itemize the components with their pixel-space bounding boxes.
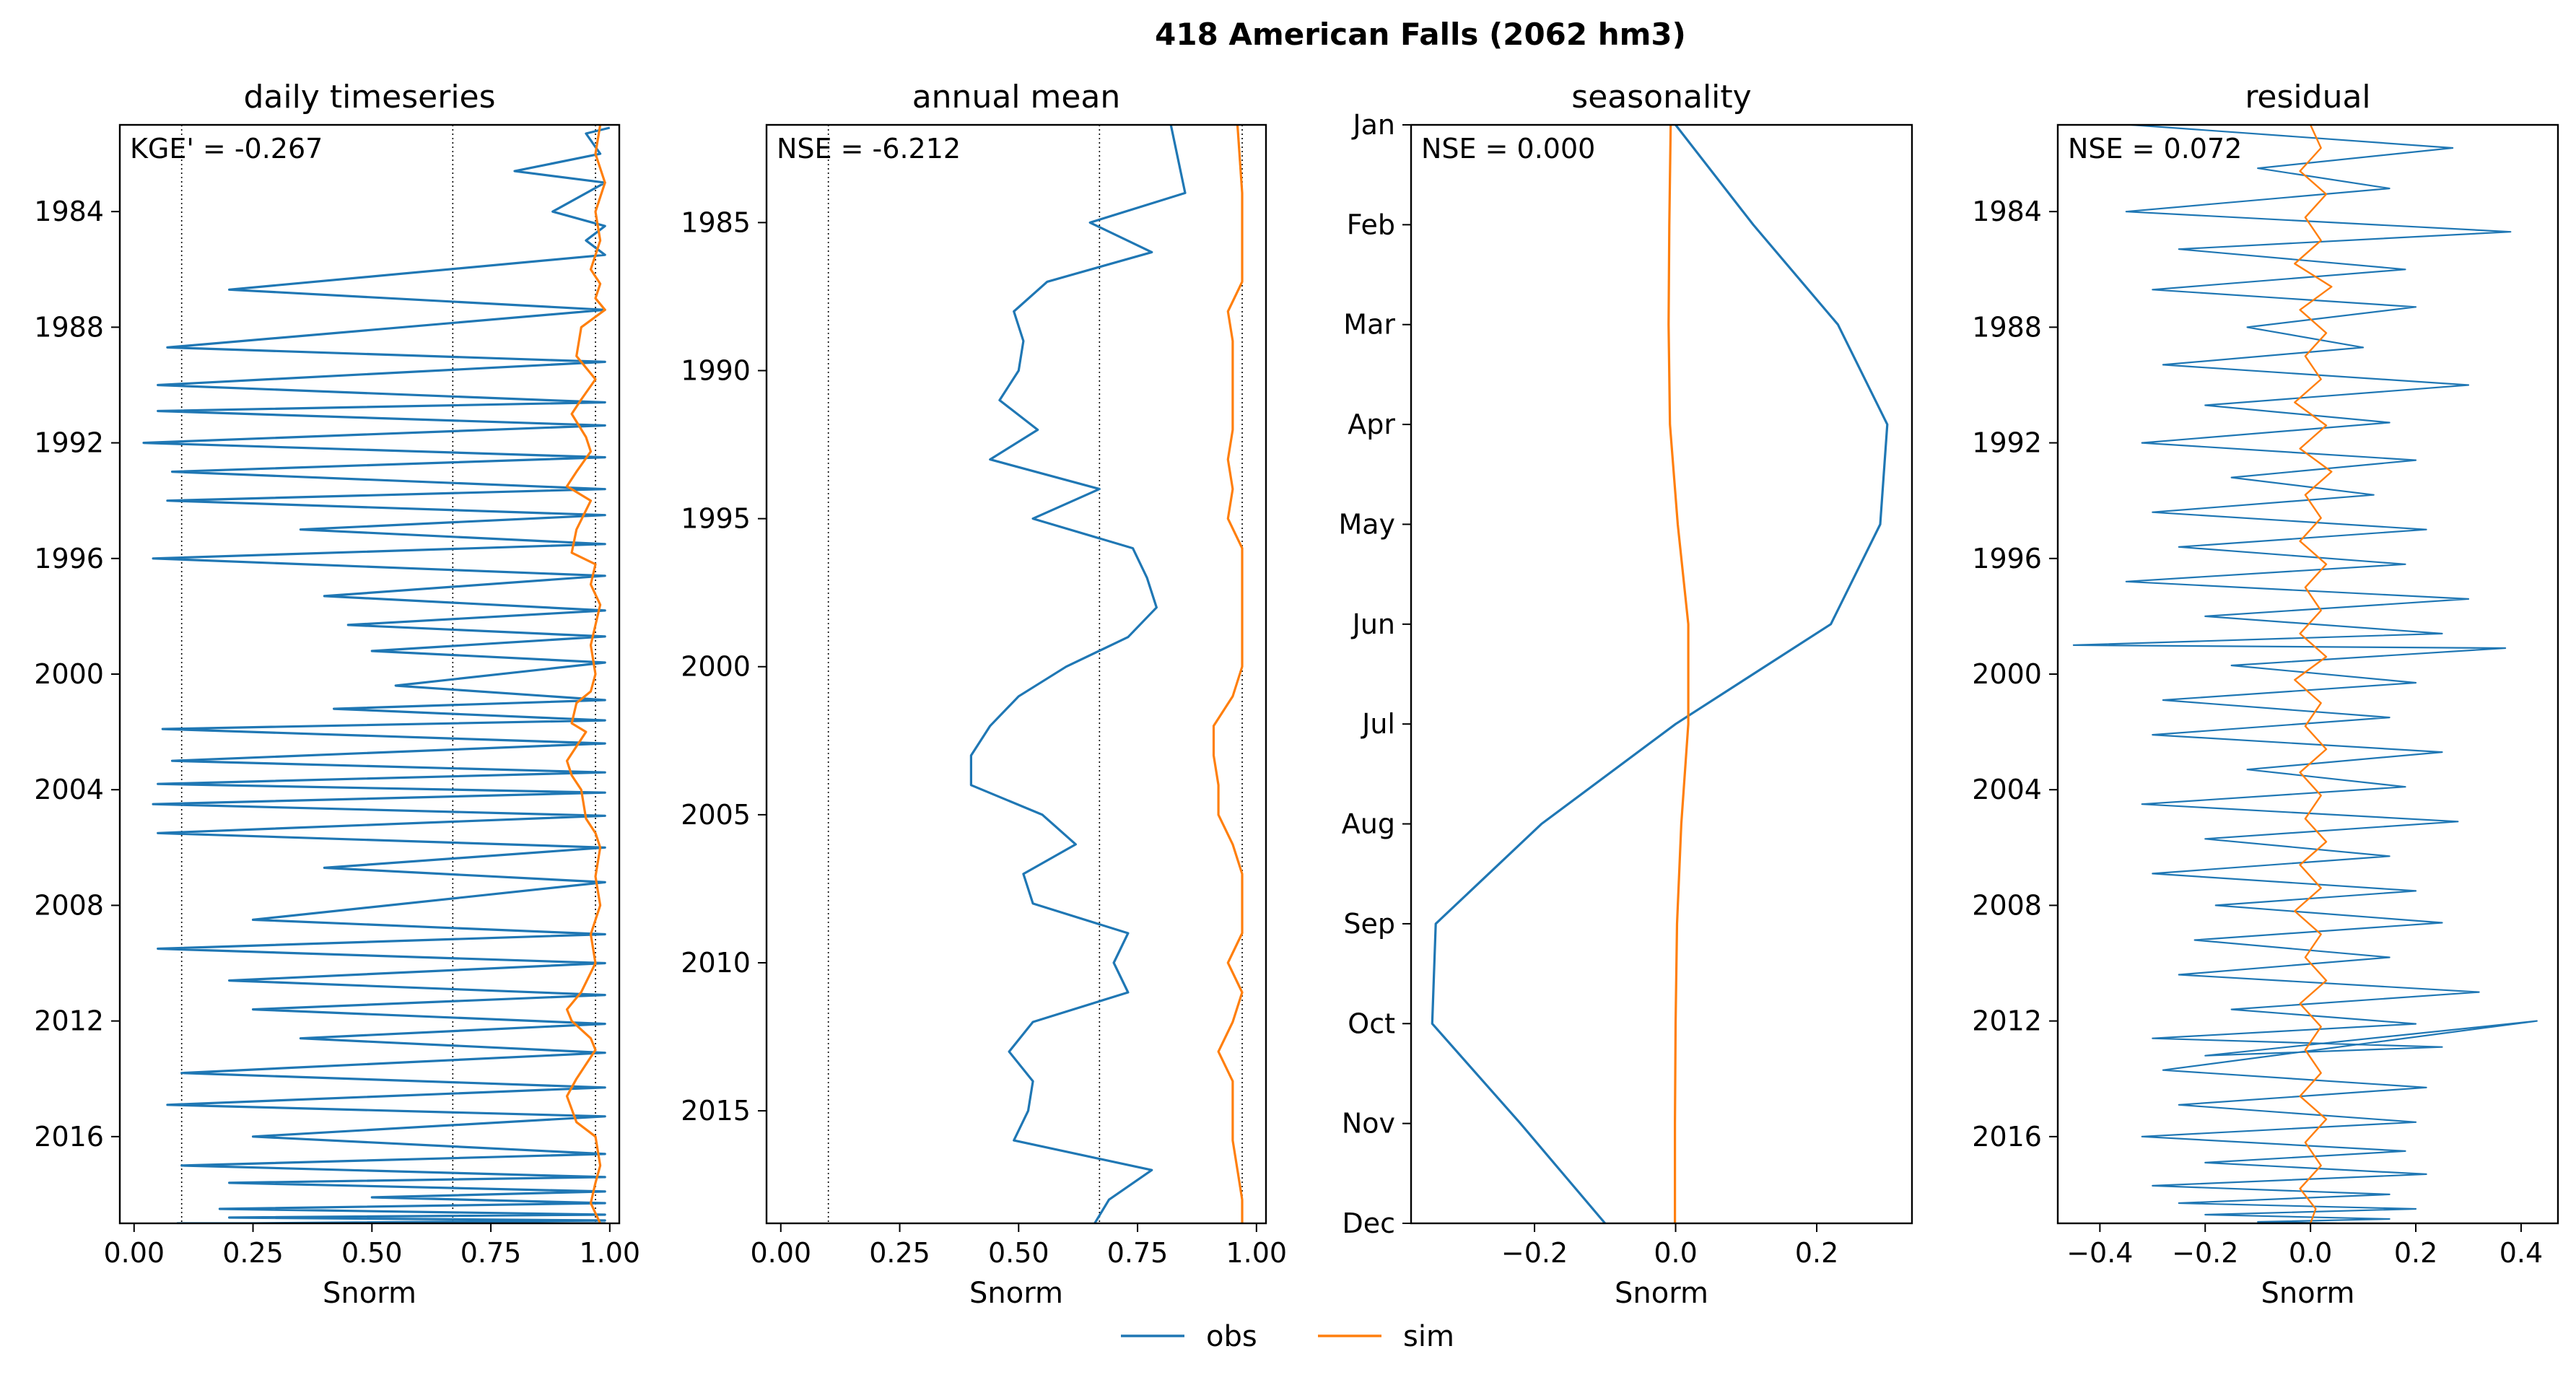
x-tick-label: 0.2 [1795, 1237, 1838, 1269]
y-tick-label: Oct [1348, 1008, 1395, 1039]
legend: obs sim [1121, 1320, 1454, 1353]
x-axis-label: Snorm [1615, 1277, 1708, 1310]
y-tick-label: 2000 [34, 658, 104, 690]
x-tick-label: −0.2 [1501, 1237, 1568, 1269]
panel-residual: residual −0.4 −0.2 0.0 0.2 0.4 1984 1988 1992 199… [1972, 79, 2559, 1310]
series-line-obs [969, 125, 1187, 1223]
x-tick-label: 0.4 [2499, 1237, 2543, 1269]
series-line-obs [142, 126, 611, 1223]
metric-annotation: NSE = 0.072 [2068, 133, 2242, 165]
x-tick-label: 0.50 [988, 1237, 1049, 1269]
y-tick-label: 1995 [681, 503, 751, 535]
x-tick-label: 0.00 [103, 1237, 165, 1269]
y-tick-label: 2016 [34, 1121, 104, 1153]
x-tick-label: −0.4 [2066, 1237, 2133, 1269]
y-tick-label: Aug [1342, 808, 1395, 840]
metric-annotation: NSE = 0.000 [1421, 133, 1595, 165]
y-tick-label: 1990 [681, 355, 751, 387]
y-tick-label: 2008 [1972, 889, 2042, 921]
y-tick-label: Jun [1351, 608, 1395, 640]
x-axis-label: Snorm [2261, 1277, 2355, 1310]
y-tick-label: Jul [1361, 708, 1395, 740]
panel-title: residual [2245, 79, 2370, 115]
y-tick-label: 2004 [1972, 774, 2042, 805]
x-tick-label: 0.25 [222, 1237, 284, 1269]
x-tick-label: 1.00 [580, 1237, 641, 1269]
y-tick-label: Sep [1343, 908, 1395, 940]
series-line-sim [2294, 125, 2333, 1223]
y-tick-label: 1984 [34, 196, 104, 227]
x-tick-label: 1.00 [1226, 1237, 1288, 1269]
y-tick-label: Feb [1347, 209, 1395, 240]
panel-title: seasonality [1571, 79, 1751, 115]
series-line-sim [1667, 125, 1690, 1223]
y-tick-label: Apr [1348, 408, 1395, 440]
y-tick-label: 1996 [34, 543, 104, 574]
x-tick-label: 0.0 [1654, 1237, 1697, 1269]
axes-frame [765, 123, 1267, 1225]
y-tick-label: 1988 [34, 311, 104, 343]
series-line-sim [565, 125, 606, 1223]
y-tick-label: 1996 [1972, 543, 2042, 574]
y-tick-label: Jan [1351, 109, 1395, 141]
x-tick-label: 0.25 [869, 1237, 930, 1269]
panel-title: daily timeseries [243, 79, 495, 115]
panel-title: annual mean [912, 79, 1121, 115]
legend-label-obs: obs [1206, 1320, 1257, 1353]
figure-title: 418 American Falls (2062 hm3) [1155, 17, 1686, 52]
y-tick-label: 2010 [681, 947, 751, 979]
series-line-obs [1431, 125, 1889, 1223]
x-tick-label: 0.2 [2394, 1237, 2437, 1269]
x-tick-label: 0.00 [750, 1237, 811, 1269]
x-tick-label: −0.2 [2172, 1237, 2238, 1269]
series-line-obs [2072, 125, 2538, 1223]
y-tick-label: 2012 [1972, 1005, 2042, 1037]
y-tick-label: 2004 [34, 774, 104, 805]
y-tick-label: 1992 [1972, 427, 2042, 459]
y-tick-label: Dec [1342, 1207, 1395, 1239]
y-tick-label: 1988 [1972, 311, 2042, 343]
x-axis-label: Snorm [969, 1277, 1063, 1310]
x-tick-label: 0.75 [1107, 1237, 1169, 1269]
metric-annotation: NSE = -6.212 [777, 133, 961, 165]
metric-annotation: KGE' = -0.267 [130, 133, 323, 165]
y-tick-label: 2000 [1972, 658, 2042, 690]
y-tick-label: 2016 [1972, 1121, 2042, 1153]
series-line-sim [1212, 125, 1244, 1223]
panel-daily-timeseries: daily timeseries 0.00 0.25 0.50 0.75 1.00 1984… [34, 79, 640, 1310]
panel-seasonality: seasonality −0.2 0.0 0.2 Jan Feb Mar Apr May Jun J… [1338, 79, 1913, 1310]
y-tick-label: 2005 [681, 799, 751, 831]
x-axis-label: Snorm [323, 1277, 416, 1310]
panel-annual-mean: annual mean 0.00 0.25 0.50 0.75 1.00 1985 1990 1… [681, 79, 1287, 1310]
y-tick-label: 2000 [681, 651, 751, 683]
y-tick-label: May [1338, 508, 1395, 540]
y-tick-label: Mar [1343, 309, 1395, 341]
y-tick-label: 2012 [34, 1005, 104, 1037]
legend-label-sim: sim [1403, 1320, 1454, 1353]
y-tick-label: 1985 [681, 206, 751, 238]
y-tick-label: 2015 [681, 1095, 751, 1127]
x-tick-label: 0.0 [2289, 1237, 2332, 1269]
x-tick-label: 0.75 [460, 1237, 522, 1269]
y-tick-label: 2008 [34, 889, 104, 921]
y-tick-label: 1992 [34, 427, 104, 459]
y-tick-label: 1984 [1972, 196, 2042, 227]
x-tick-label: 0.50 [341, 1237, 403, 1269]
axes-frame [1410, 123, 1913, 1225]
y-tick-label: Nov [1342, 1108, 1395, 1140]
